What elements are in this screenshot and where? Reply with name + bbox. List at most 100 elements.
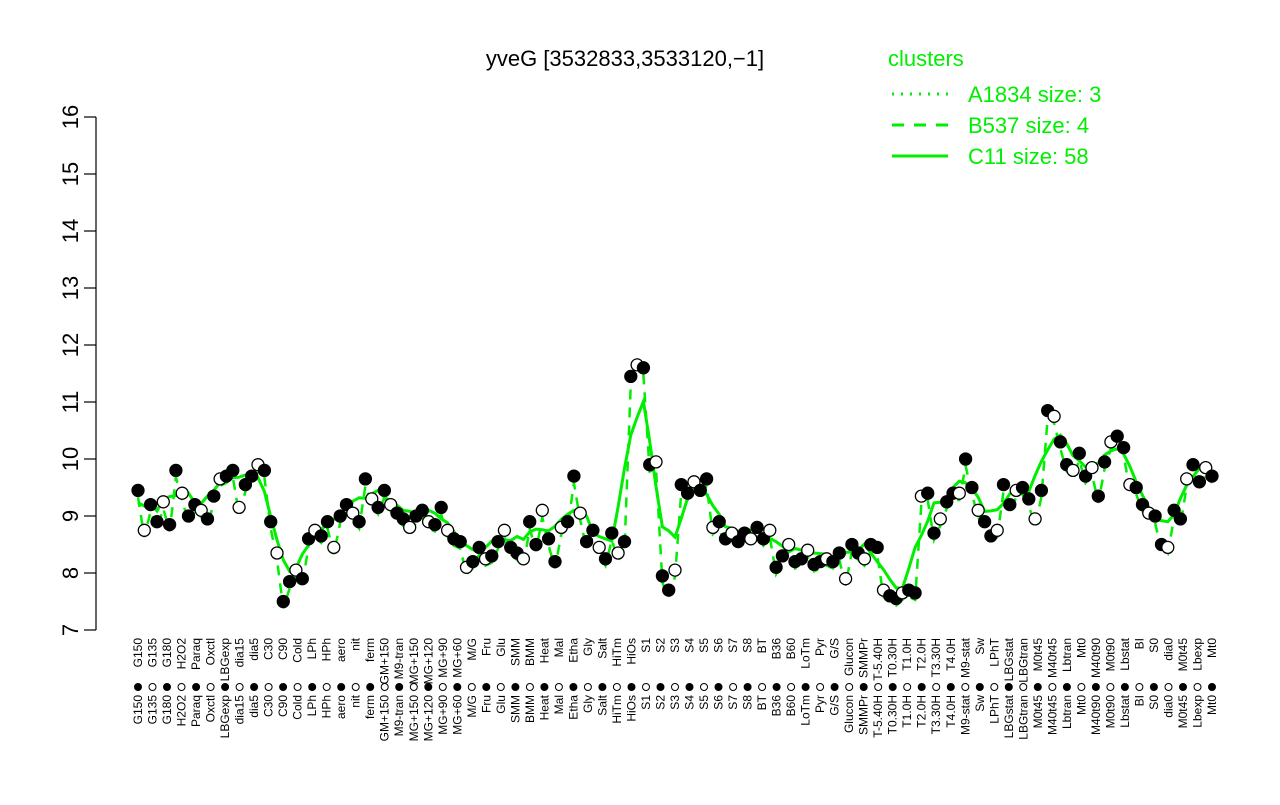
data-point: [523, 515, 537, 529]
x-tick-marker: [1048, 683, 1057, 691]
x-tick-label: Fru: [479, 638, 493, 656]
data-point: [680, 486, 695, 500]
data-point: [371, 500, 385, 515]
x-tick-label-lower: T1.0H: [900, 695, 914, 728]
data-point: [181, 509, 196, 523]
x-tick-label: SMMPr: [857, 638, 871, 678]
x-tick-label-lower: C90: [276, 695, 290, 717]
data-point: [453, 534, 467, 549]
data-point: [1034, 483, 1049, 498]
data-point: [832, 546, 846, 560]
x-tick-marker: [1135, 683, 1144, 691]
x-tick-label: Cold: [291, 638, 305, 663]
x-tick-marker: [874, 683, 883, 691]
x-tick-marker: [845, 683, 854, 691]
x-tick-marker: [758, 683, 767, 691]
x-tick-marker: [1004, 683, 1013, 691]
y-tick-label: 13: [58, 276, 83, 300]
x-tick-label: GM+150: [378, 638, 392, 685]
x-tick-label: dia5: [247, 638, 261, 661]
x-tick-label-lower: S7: [726, 695, 740, 710]
data-point: [1192, 475, 1207, 489]
x-tick-label: M0t45: [1176, 638, 1190, 672]
data-point: [560, 515, 575, 529]
x-tick-label-lower: LBGstat: [1002, 694, 1016, 738]
x-tick-label: M0t45: [1031, 638, 1045, 672]
data-point: [232, 500, 246, 515]
x-tick-marker: [859, 683, 868, 691]
data-point: [226, 463, 240, 478]
data-point: [282, 574, 297, 589]
x-tick-label: G150: [131, 638, 145, 668]
x-tick-label-lower: SMMPr: [857, 695, 871, 735]
x-tick-label: M/G: [465, 638, 479, 661]
x-tick-label-lower: M0t90: [1103, 695, 1117, 729]
x-tick-label: aero: [334, 638, 348, 662]
x-tick-marker: [308, 683, 317, 691]
y-tick-label: 16: [58, 105, 83, 129]
x-tick-label: S6: [712, 638, 726, 653]
x-tick-marker: [322, 683, 331, 691]
x-tick-label-lower: SMM: [508, 695, 522, 723]
x-tick-marker: [743, 683, 752, 691]
data-point: [1110, 429, 1124, 443]
x-tick-label-lower: dia5: [247, 695, 261, 718]
x-tick-label-lower: G/S: [828, 695, 842, 716]
x-tick-marker: [163, 683, 171, 691]
x-tick-label-lower: S0: [1147, 695, 1161, 710]
x-tick-label-lower: M/G: [465, 695, 479, 718]
x-tick-label: Mt0: [1205, 638, 1219, 658]
data-point: [327, 540, 341, 555]
data-point: [169, 463, 183, 478]
x-tick-label: T-5.40H: [871, 638, 885, 681]
data-point: [516, 552, 531, 566]
data-point: [295, 572, 309, 586]
data-point: [611, 546, 625, 560]
data-point: [908, 586, 922, 600]
x-tick-marker: [975, 683, 984, 691]
data-point: [1028, 512, 1042, 526]
data-point: [403, 520, 417, 535]
x-tick-marker: [409, 683, 418, 691]
x-tick-label: Heat: [537, 637, 551, 663]
data-point: [668, 563, 682, 577]
y-tick-label: 15: [58, 162, 83, 186]
x-tick-label: S2: [654, 638, 668, 653]
x-tick-label-lower: S1: [639, 695, 653, 710]
data-point: [1180, 472, 1194, 486]
x-tick-label: T1.0H: [900, 638, 914, 671]
data-point: [927, 526, 941, 540]
x-tick-label-lower: S3: [668, 695, 682, 710]
x-tick-marker: [540, 683, 549, 691]
x-tick-label-lower: LoTm: [799, 695, 813, 726]
x-tick-label: Oxctl: [204, 638, 218, 665]
x-tick-marker: [496, 683, 505, 691]
x-tick-marker: [583, 683, 592, 691]
data-point: [150, 515, 164, 529]
x-tick-marker: [569, 683, 578, 691]
data-point: [156, 495, 170, 509]
data-point: [1072, 446, 1086, 460]
data-point: [933, 512, 947, 526]
x-tick-label-lower: MG+150: [407, 695, 421, 742]
data-point: [1205, 469, 1219, 483]
data-point: [1186, 458, 1200, 472]
data-point: [592, 540, 606, 555]
x-tick-marker: [351, 683, 360, 691]
data-point: [649, 455, 663, 469]
x-tick-label: Mal: [552, 638, 566, 657]
x-tick-marker: [801, 683, 810, 691]
data-point: [264, 515, 278, 529]
data-point: [1091, 489, 1105, 503]
x-tick-marker: [366, 683, 375, 691]
data-point: [763, 523, 777, 537]
data-point: [1047, 409, 1061, 423]
x-tick-label-lower: aero: [334, 695, 348, 719]
x-tick-marker: [279, 683, 288, 691]
x-tick-label: S1: [639, 638, 653, 653]
x-tick-marker: [1019, 683, 1028, 691]
legend-label: B537 size: 4: [968, 113, 1089, 138]
x-tick-label: S3: [668, 638, 682, 653]
